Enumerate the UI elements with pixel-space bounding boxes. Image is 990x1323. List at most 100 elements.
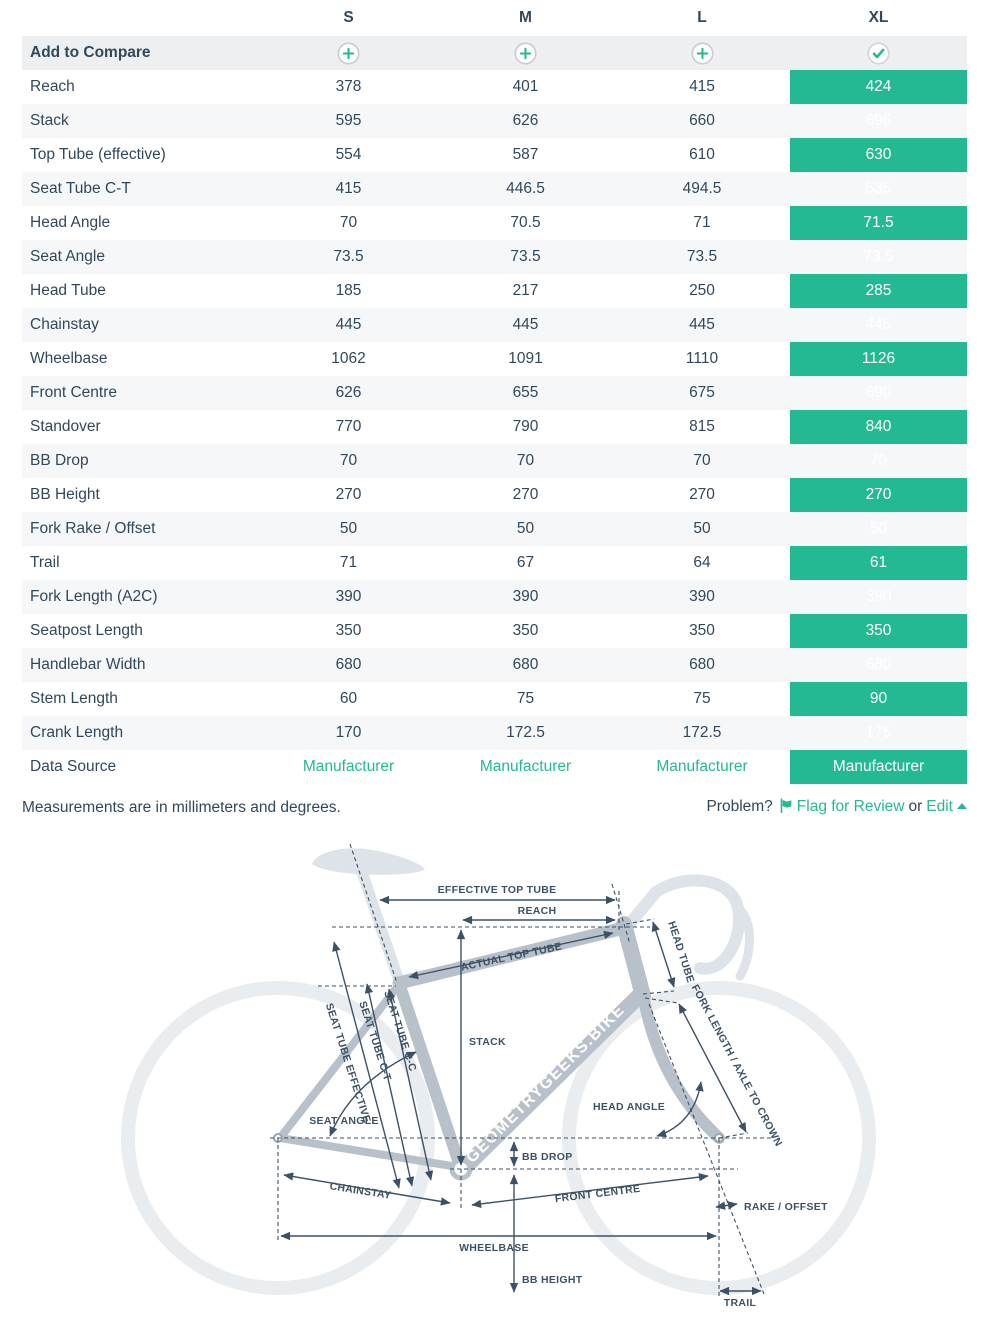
problem-label: Problem?	[706, 798, 773, 815]
geometry-diagram: GEOMETRYGEEKS.BIKE	[0, 836, 990, 1320]
data-source-link[interactable]: Manufacturer	[656, 758, 748, 775]
value-cell: 815	[689, 418, 715, 435]
value-cell: 70	[339, 214, 358, 231]
table-row-stack: Stack 595 626 660 696	[22, 104, 967, 138]
add-to-compare-button-m[interactable]	[437, 36, 614, 70]
table-row-wheelbase: Wheelbase 1062 1091 1110 1126	[22, 342, 967, 376]
value-cell: 71	[339, 554, 358, 571]
size-header-xl: XL	[868, 9, 889, 26]
value-cell: 378	[335, 78, 362, 95]
value-cell: 680	[260, 648, 437, 682]
add-to-compare-row: Add to Compare	[22, 36, 967, 70]
value-cell: 415	[260, 172, 437, 206]
dim-label-wheelbase: WHEELBASE	[459, 1242, 529, 1254]
add-to-compare-label: Add to Compare	[22, 36, 260, 70]
value-cell: 390	[260, 580, 437, 614]
table-row-seat-angle: Seat Angle 73.5 73.5 73.5 73.5	[22, 240, 967, 274]
table-row-head-tube: Head Tube 185 217 250 285	[22, 274, 967, 308]
dim-label-effective-top-tube: EFFECTIVE TOP TUBE	[438, 884, 557, 896]
row-label: Data Source	[30, 758, 117, 775]
value-cell: 217	[512, 282, 539, 299]
table-row-seatpost-length: Seatpost Length 350 350 350 350	[22, 614, 967, 648]
table-row-seat-tube-c-t: Seat Tube C-T 415 446.5 494.5 535	[22, 172, 967, 206]
value-cell: 73.5	[790, 240, 967, 274]
value-cell: 350	[790, 614, 967, 648]
saddle-silhouette	[312, 848, 425, 986]
data-source-link[interactable]: Manufacturer	[479, 758, 572, 775]
value-cell: 626	[437, 104, 614, 138]
table-row-standover: Standover 770 790 815 840	[22, 410, 967, 444]
dim-label-head-angle: HEAD ANGLE	[593, 1101, 665, 1113]
problem-links: Problem? Flag for Review or Edit	[706, 798, 967, 818]
value-cell: 390	[437, 580, 614, 614]
watermark: GEOMETRYGEEKS.BIKE	[463, 1001, 628, 1166]
row-label: Fork Length (A2C)	[22, 580, 260, 614]
table-row-head-angle: Head Angle 70 70.5 71 71.5	[22, 206, 967, 240]
handlebar-silhouette	[625, 874, 754, 981]
value-cell: 170	[260, 716, 437, 750]
plus-circle-icon	[614, 42, 790, 65]
value-cell: 595	[260, 104, 437, 138]
value-cell: 770	[335, 418, 362, 435]
value-cell: 840	[790, 410, 967, 444]
value-cell: 690	[790, 376, 967, 410]
value-cell: 50	[437, 512, 614, 546]
dim-label-stack: STACK	[469, 1036, 506, 1048]
add-to-compare-button-s[interactable]	[260, 36, 437, 70]
header-spacer	[22, 0, 260, 36]
value-cell: 70	[614, 444, 790, 478]
value-cell: 270	[689, 486, 715, 503]
caret-up-icon	[957, 803, 967, 809]
add-to-compare-button-l[interactable]	[614, 36, 790, 70]
dimension-lines	[280, 895, 762, 1296]
row-label: Reach	[30, 78, 75, 95]
row-label: Trail	[30, 554, 60, 571]
value-cell: 172.5	[437, 716, 614, 750]
flag-for-review-link[interactable]: Flag for Review	[796, 798, 905, 815]
row-label: Fork Rake / Offset	[22, 512, 260, 546]
value-cell: 350	[689, 622, 715, 639]
value-cell: 73.5	[614, 240, 790, 274]
value-cell: 680	[790, 648, 967, 682]
size-header-m: M	[519, 9, 532, 26]
data-source-link[interactable]: Manufacturer	[302, 758, 395, 775]
compare-selected-button-xl[interactable]	[790, 36, 967, 70]
value-cell: 445	[260, 308, 437, 342]
value-cell: 696	[790, 104, 967, 138]
value-cell: 70	[437, 444, 614, 478]
value-cell: 626	[260, 376, 437, 410]
value-cell: 401	[512, 78, 539, 95]
value-cell: 270	[335, 486, 362, 503]
table-row-bb-drop: BB Drop 70 70 70 70	[22, 444, 967, 478]
value-cell: 73.5	[437, 240, 614, 274]
value-cell: 445	[437, 308, 614, 342]
table-row-handlebar-width: Handlebar Width 680 680 680 680	[22, 648, 967, 682]
value-cell: 535	[790, 172, 967, 206]
row-label: Top Tube (effective)	[30, 146, 166, 163]
value-cell: 70.5	[510, 214, 541, 231]
dim-label-actual-top-tube: ACTUAL TOP TUBE	[460, 940, 563, 973]
value-cell: 1126	[790, 342, 967, 376]
value-cell: 50	[790, 512, 967, 546]
table-row-top-tube-effective: Top Tube (effective) 554 587 610 630	[22, 138, 967, 172]
value-cell: 90	[790, 682, 967, 716]
value-cell: 172.5	[614, 716, 790, 750]
value-cell: 270	[512, 486, 539, 503]
value-cell: 70	[790, 444, 967, 478]
value-cell: 50	[260, 512, 437, 546]
flag-icon	[779, 798, 794, 817]
value-cell: 494.5	[614, 172, 790, 206]
data-source-link[interactable]: Manufacturer	[790, 750, 967, 784]
table-row-crank-length: Crank Length 170 172.5 172.5 175	[22, 716, 967, 750]
table-row-front-centre: Front Centre 626 655 675 690	[22, 376, 967, 410]
row-label: BB Height	[30, 486, 100, 503]
value-cell: 445	[614, 308, 790, 342]
value-cell: 445	[790, 308, 967, 342]
plus-circle-icon	[437, 42, 614, 65]
value-cell: 587	[512, 146, 539, 163]
value-cell: 390	[614, 580, 790, 614]
edit-link[interactable]: Edit	[926, 798, 953, 815]
value-cell: 790	[512, 418, 539, 435]
table-row-trail: Trail 71 67 64 61	[22, 546, 967, 580]
value-cell: 250	[689, 282, 715, 299]
